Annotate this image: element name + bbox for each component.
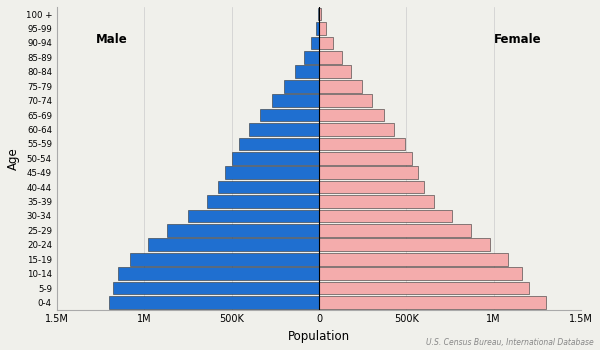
Bar: [319, 65, 352, 78]
Bar: [232, 152, 319, 164]
Bar: [319, 94, 372, 107]
Bar: [295, 65, 319, 78]
X-axis label: Population: Population: [288, 330, 350, 343]
Bar: [109, 296, 319, 309]
Bar: [130, 253, 319, 266]
Bar: [319, 224, 471, 237]
Y-axis label: Age: Age: [7, 147, 20, 170]
Bar: [207, 195, 319, 208]
Bar: [319, 152, 412, 164]
Bar: [113, 282, 319, 294]
Text: U.S. Census Bureau, International Database: U.S. Census Bureau, International Databa…: [426, 337, 594, 346]
Bar: [260, 109, 319, 121]
Bar: [319, 8, 322, 21]
Bar: [311, 37, 319, 49]
Bar: [319, 166, 418, 179]
Bar: [319, 238, 490, 251]
Bar: [218, 181, 319, 194]
Bar: [319, 109, 383, 121]
Bar: [319, 37, 333, 49]
Bar: [319, 296, 546, 309]
Bar: [319, 22, 326, 35]
Bar: [188, 210, 319, 222]
Bar: [224, 166, 319, 179]
Bar: [249, 123, 319, 136]
Bar: [118, 267, 319, 280]
Bar: [239, 138, 319, 150]
Bar: [319, 253, 508, 266]
Bar: [318, 8, 319, 21]
Bar: [319, 195, 434, 208]
Text: Female: Female: [494, 33, 542, 46]
Bar: [319, 123, 394, 136]
Bar: [316, 22, 319, 35]
Bar: [319, 210, 452, 222]
Bar: [167, 224, 319, 237]
Bar: [148, 238, 319, 251]
Bar: [319, 138, 404, 150]
Bar: [304, 51, 319, 64]
Bar: [319, 282, 529, 294]
Bar: [319, 267, 522, 280]
Text: Male: Male: [96, 33, 128, 46]
Bar: [319, 51, 342, 64]
Bar: [319, 181, 424, 194]
Bar: [272, 94, 319, 107]
Bar: [284, 80, 319, 92]
Bar: [319, 80, 362, 92]
